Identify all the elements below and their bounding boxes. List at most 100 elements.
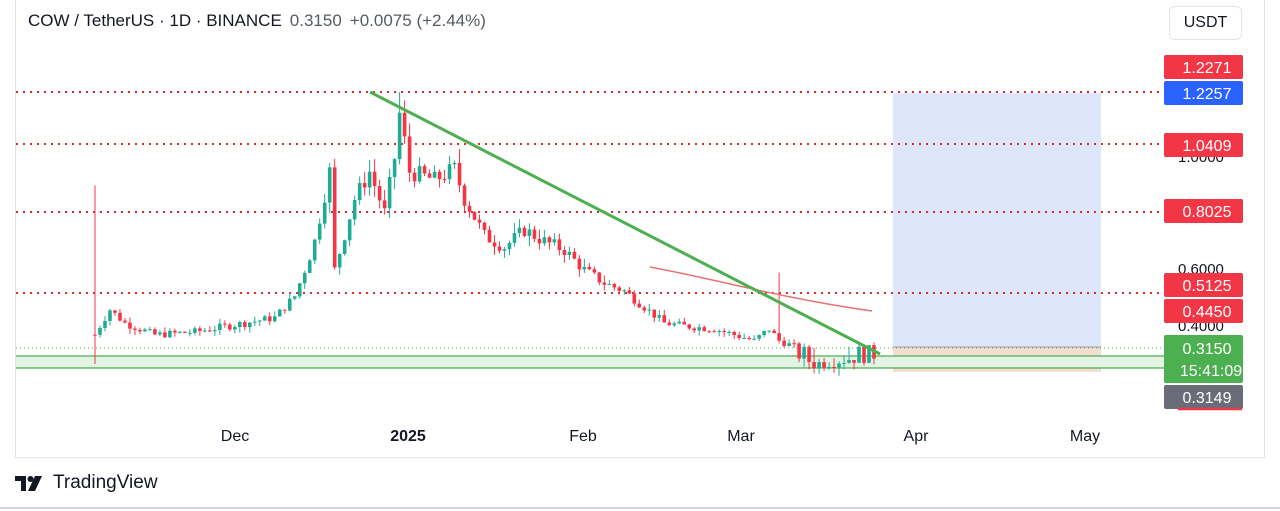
- candle-body[interactable]: [552, 239, 557, 243]
- candle-body[interactable]: [437, 171, 442, 180]
- candle-body[interactable]: [822, 362, 826, 368]
- candle-body[interactable]: [277, 309, 282, 317]
- candle-body[interactable]: [442, 179, 447, 181]
- candle-body[interactable]: [772, 330, 776, 334]
- candle-body[interactable]: [362, 183, 367, 188]
- candle-body[interactable]: [472, 211, 477, 220]
- candle-body[interactable]: [282, 309, 287, 311]
- candle-body[interactable]: [592, 269, 597, 273]
- candle-body[interactable]: [617, 287, 622, 291]
- candle-body[interactable]: [602, 282, 607, 285]
- candle-body[interactable]: [597, 272, 602, 283]
- candle-body[interactable]: [193, 328, 197, 333]
- candle-body[interactable]: [517, 227, 522, 233]
- candle-body[interactable]: [372, 171, 377, 187]
- candle-body[interactable]: [752, 338, 756, 340]
- candle-body[interactable]: [477, 219, 482, 223]
- candle-body[interactable]: [257, 320, 262, 322]
- candle-body[interactable]: [198, 328, 202, 331]
- candle-body[interactable]: [777, 333, 781, 341]
- candle-body[interactable]: [847, 360, 851, 363]
- candle-body[interactable]: [387, 176, 392, 209]
- candle-body[interactable]: [427, 173, 432, 178]
- candle-body[interactable]: [297, 283, 302, 297]
- candle-body[interactable]: [138, 329, 142, 332]
- candle-body[interactable]: [173, 330, 177, 333]
- candle-body[interactable]: [702, 327, 707, 332]
- candle-body[interactable]: [562, 250, 567, 256]
- candle-body[interactable]: [862, 346, 866, 363]
- candle-body[interactable]: [223, 323, 227, 325]
- tradingview-brand[interactable]: TradingView: [15, 472, 158, 494]
- candle-body[interactable]: [228, 324, 232, 330]
- candle-body[interactable]: [452, 162, 457, 165]
- candle-body[interactable]: [103, 320, 107, 328]
- candle-body[interactable]: [842, 362, 846, 364]
- candle-body[interactable]: [582, 266, 587, 270]
- price-chart[interactable]: 1.0000 0.6000 0.4000 1.22711.22571.04090…: [0, 0, 1280, 460]
- candle-body[interactable]: [512, 232, 517, 243]
- candle-body[interactable]: [272, 316, 277, 322]
- candle-body[interactable]: [807, 346, 811, 363]
- candle-body[interactable]: [153, 329, 157, 335]
- candle-body[interactable]: [522, 227, 527, 237]
- candle-body[interactable]: [707, 331, 712, 333]
- candle-body[interactable]: [812, 362, 816, 369]
- candle-body[interactable]: [462, 185, 467, 206]
- candle-body[interactable]: [168, 330, 172, 338]
- candle-body[interactable]: [537, 238, 542, 244]
- candle-body[interactable]: [267, 316, 272, 322]
- candle-body[interactable]: [337, 253, 342, 268]
- candle-body[interactable]: [742, 337, 746, 339]
- candle-body[interactable]: [712, 331, 717, 333]
- candle-body[interactable]: [432, 171, 437, 178]
- candle-body[interactable]: [767, 330, 771, 332]
- candle-body[interactable]: [238, 322, 242, 328]
- candle-body[interactable]: [717, 331, 721, 333]
- candle-body[interactable]: [762, 330, 766, 336]
- candle-body[interactable]: [307, 260, 312, 273]
- candle-body[interactable]: [732, 332, 736, 336]
- candle-body[interactable]: [687, 324, 692, 329]
- candle-body[interactable]: [482, 222, 487, 230]
- candle-body[interactable]: [627, 290, 632, 294]
- candle-body[interactable]: [837, 363, 841, 368]
- support-zone[interactable]: [16, 356, 1165, 368]
- candle-body[interactable]: [457, 162, 462, 186]
- currency-button[interactable]: USDT: [1169, 6, 1242, 40]
- candle-body[interactable]: [587, 266, 592, 270]
- candle-body[interactable]: [292, 296, 297, 299]
- candle-body[interactable]: [792, 343, 796, 345]
- candle-body[interactable]: [203, 330, 207, 332]
- candle-body[interactable]: [632, 293, 637, 304]
- candle-body[interactable]: [93, 334, 97, 336]
- candle-body[interactable]: [412, 172, 417, 182]
- candle-body[interactable]: [797, 343, 801, 359]
- candle-body[interactable]: [737, 335, 741, 339]
- candle-body[interactable]: [607, 283, 612, 285]
- candle-body[interactable]: [667, 322, 672, 326]
- candle-body[interactable]: [637, 303, 642, 308]
- candle-body[interactable]: [233, 327, 237, 330]
- candle-body[interactable]: [622, 290, 627, 292]
- candle-body[interactable]: [402, 112, 407, 137]
- candle-body[interactable]: [208, 330, 212, 332]
- candle-body[interactable]: [108, 310, 112, 321]
- candle-body[interactable]: [357, 183, 362, 200]
- candle-body[interactable]: [677, 321, 682, 324]
- candle-body[interactable]: [417, 166, 422, 182]
- candle-body[interactable]: [657, 315, 662, 318]
- candle-body[interactable]: [652, 309, 657, 318]
- candle-body[interactable]: [377, 186, 382, 201]
- symbol-title[interactable]: COW / TetherUS · 1D · BINANCE: [28, 11, 282, 30]
- candle-body[interactable]: [128, 322, 132, 329]
- candle-body[interactable]: [662, 315, 667, 323]
- candle-body[interactable]: [722, 331, 726, 333]
- candle-body[interactable]: [302, 272, 307, 284]
- candle-body[interactable]: [497, 246, 502, 251]
- candle-body[interactable]: [248, 322, 252, 328]
- candle-body[interactable]: [422, 166, 427, 174]
- candle-body[interactable]: [213, 330, 217, 332]
- candle-body[interactable]: [367, 171, 372, 188]
- candle-body[interactable]: [672, 323, 677, 326]
